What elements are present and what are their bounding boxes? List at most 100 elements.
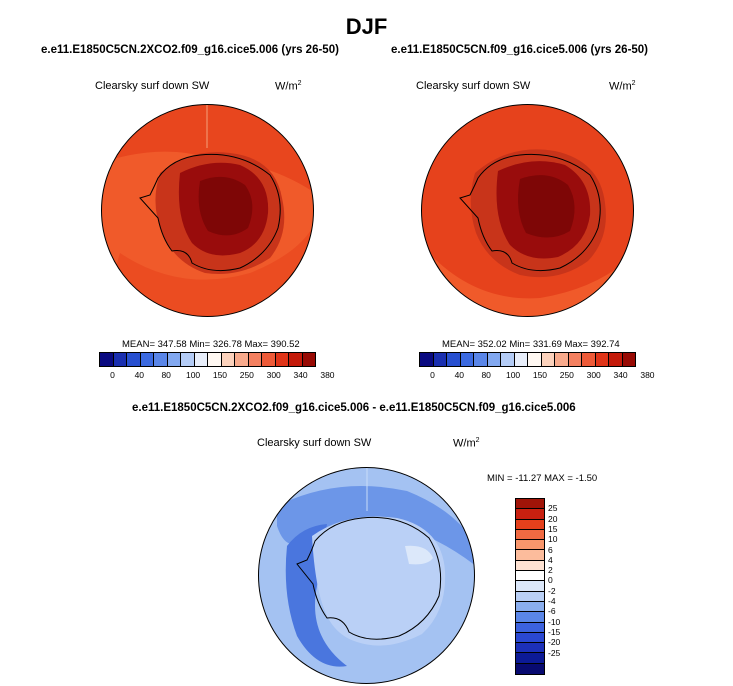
colorbar-swatch bbox=[516, 550, 544, 561]
colorbar-swatch bbox=[154, 353, 168, 366]
colorbar-tick-label: 20 bbox=[548, 513, 558, 524]
panel-1-variable: Clearsky surf down SW bbox=[95, 80, 210, 92]
panel-2-polar-map bbox=[421, 104, 634, 317]
colorbar-tick-label: 100 bbox=[185, 370, 201, 380]
colorbar-tick-label: 380 bbox=[640, 370, 655, 380]
colorbar-swatch bbox=[433, 353, 447, 366]
colorbar-tick-label: 80 bbox=[161, 370, 171, 380]
colorbar-tick-label: 250 bbox=[559, 370, 574, 380]
colorbar-swatch bbox=[516, 519, 544, 530]
panel-1-unit: W/m2 bbox=[275, 80, 302, 93]
colorbar-tick-label: 150 bbox=[532, 370, 548, 380]
colorbar-swatch bbox=[582, 353, 596, 366]
colorbar-swatch bbox=[302, 353, 315, 366]
colorbar-tick-label: 6 bbox=[548, 544, 553, 555]
colorbar-swatch bbox=[516, 632, 544, 644]
colorbar-swatch bbox=[516, 591, 544, 602]
colorbar-tick-label: 15 bbox=[548, 523, 558, 534]
panel-2-colorbar-labels: 0 40 80 100 150 250 300 340 380 bbox=[419, 370, 654, 382]
colorbar-swatch bbox=[516, 540, 544, 551]
colorbar-swatch bbox=[100, 353, 114, 366]
colorbar-swatch bbox=[516, 581, 544, 592]
colorbar-tick-label: 100 bbox=[505, 370, 521, 380]
colorbar-tick-label: 80 bbox=[481, 370, 491, 380]
colorbar-swatch bbox=[194, 353, 208, 366]
colorbar-swatch bbox=[516, 643, 544, 654]
colorbar-tick-label: 250 bbox=[239, 370, 254, 380]
colorbar-tick-label: 0 bbox=[548, 575, 553, 586]
diff-panel-title: e.e11.E1850C5CN.2XCO2.f09_g16.cice5.006 … bbox=[132, 402, 576, 414]
colorbar-tick-label: 340 bbox=[293, 370, 308, 380]
colorbar-tick-label: 40 bbox=[454, 370, 465, 380]
panel-1-colorbar-labels: 0 40 80 100 150 250 300 340 380 bbox=[99, 370, 334, 382]
colorbar-tick-label: 150 bbox=[212, 370, 228, 380]
colorbar-tick-label: 40 bbox=[134, 370, 145, 380]
panel-2-variable: Clearsky surf down SW bbox=[416, 80, 531, 92]
colorbar-swatch bbox=[221, 353, 235, 366]
colorbar-tick-label: -4 bbox=[548, 596, 556, 606]
colorbar-tick-label: -10 bbox=[548, 616, 561, 627]
diff-panel-polar-map bbox=[258, 467, 475, 684]
colorbar-swatch bbox=[501, 353, 515, 366]
colorbar-swatch bbox=[235, 353, 249, 366]
colorbar-swatch bbox=[127, 353, 141, 366]
colorbar-swatch bbox=[275, 353, 289, 366]
colorbar-swatch bbox=[167, 353, 181, 366]
panel-1-stats: MEAN= 347.58 Min= 326.78 Max= 390.52 bbox=[122, 339, 300, 350]
colorbar-tick-label: 340 bbox=[613, 370, 628, 380]
colorbar-swatch bbox=[460, 353, 474, 366]
colorbar-tick-label: 300 bbox=[586, 370, 601, 380]
colorbar-swatch bbox=[208, 353, 222, 366]
colorbar-swatch bbox=[516, 509, 544, 520]
colorbar-swatch bbox=[248, 353, 262, 366]
colorbar-swatch bbox=[447, 353, 461, 366]
colorbar-swatch bbox=[516, 560, 544, 572]
colorbar-swatch bbox=[140, 353, 154, 366]
colorbar-swatch bbox=[516, 622, 544, 633]
colorbar-tick-label: 2 bbox=[548, 565, 553, 576]
colorbar-swatch bbox=[289, 353, 303, 366]
colorbar-tick-label: 300 bbox=[266, 370, 281, 380]
colorbar-swatch bbox=[474, 353, 488, 366]
colorbar-swatch bbox=[541, 353, 555, 366]
diff-panel-unit: W/m2 bbox=[453, 437, 480, 450]
colorbar-tick-label: -2 bbox=[548, 585, 556, 596]
colorbar-swatch bbox=[516, 663, 544, 675]
diff-panel-colorbar-labels: 25 20 15 10 6 4 2 0 -2 -4 -6 -10 -15 -20 -25 bbox=[548, 498, 578, 674]
colorbar-swatch bbox=[420, 353, 434, 366]
colorbar-tick-label: 380 bbox=[320, 370, 335, 380]
colorbar-swatch bbox=[113, 353, 127, 366]
panel-2-colorbar bbox=[419, 352, 636, 367]
colorbar-tick-label: -15 bbox=[548, 626, 561, 637]
colorbar-swatch bbox=[516, 653, 544, 664]
colorbar-swatch bbox=[622, 353, 635, 366]
colorbar-tick-label: -6 bbox=[548, 606, 556, 617]
diff-panel-variable: Clearsky surf down SW bbox=[257, 437, 372, 449]
colorbar-swatch bbox=[516, 499, 544, 510]
panel-2-unit: W/m2 bbox=[609, 80, 636, 93]
colorbar-tick-label: 0 bbox=[430, 370, 435, 380]
colorbar-swatch bbox=[516, 529, 544, 541]
colorbar-tick-label: 25 bbox=[548, 503, 558, 514]
panel-1-case-title: e.e11.E1850C5CN.2XCO2.f09_g16.cice5.006 … bbox=[41, 44, 339, 56]
colorbar-tick-label: 10 bbox=[548, 534, 558, 545]
colorbar-tick-label: -25 bbox=[548, 647, 561, 658]
colorbar-tick-label: 4 bbox=[548, 554, 553, 565]
diff-panel-colorbar bbox=[515, 498, 545, 676]
colorbar-swatch bbox=[262, 353, 276, 366]
panel-2-case-title: e.e11.E1850C5CN.f09_g16.cice5.006 (yrs 2… bbox=[391, 44, 649, 56]
colorbar-swatch bbox=[516, 612, 544, 623]
colorbar-swatch bbox=[595, 353, 609, 366]
colorbar-swatch bbox=[528, 353, 542, 366]
season-title: DJF bbox=[345, 14, 388, 39]
colorbar-tick-label: 0 bbox=[110, 370, 115, 380]
colorbar-swatch bbox=[487, 353, 501, 366]
colorbar-swatch bbox=[516, 601, 544, 613]
panel-1-colorbar bbox=[99, 352, 316, 367]
colorbar-swatch bbox=[555, 353, 569, 366]
panel-2-stats: MEAN= 352.02 Min= 331.69 Max= 392.74 bbox=[442, 339, 620, 350]
colorbar-swatch bbox=[609, 353, 623, 366]
colorbar-swatch bbox=[568, 353, 582, 366]
diff-panel-stats: MIN = -11.27 MAX = -1.50 bbox=[487, 473, 598, 484]
colorbar-tick-label: -20 bbox=[548, 637, 561, 648]
